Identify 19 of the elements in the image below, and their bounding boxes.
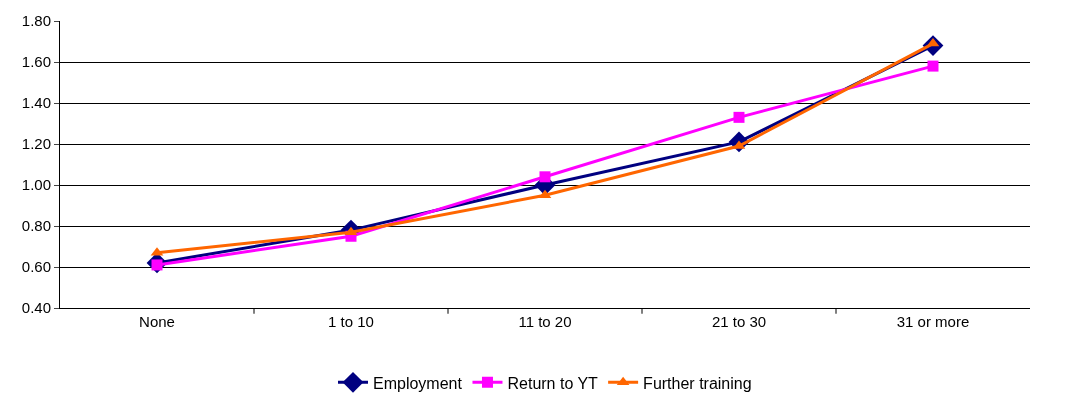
legend-label: Return to YT — [507, 374, 599, 392]
x-tick-label: 1 to 10 — [328, 313, 374, 330]
point — [539, 171, 551, 183]
y-tick-label: 1.40 — [21, 94, 51, 112]
y-tick-label: 1.80 — [21, 12, 51, 30]
y-tick-label: 0.80 — [21, 217, 51, 235]
point — [927, 60, 939, 72]
y-tick-label: 1.20 — [21, 135, 51, 153]
point — [733, 111, 745, 123]
y-tick-label: 0.40 — [21, 299, 51, 317]
x-tick-label: 21 to 30 — [711, 313, 767, 330]
legend-label: Further training — [643, 374, 752, 392]
y-tick-label: 1.60 — [21, 53, 51, 71]
y-tick-label: 0.60 — [21, 258, 51, 276]
x-tick-label: 11 to 20 — [518, 313, 572, 330]
x-tick-label: None — [139, 313, 175, 330]
x-tick-label: 31 or more — [896, 313, 970, 330]
y-tick-label: 1.00 — [21, 176, 51, 194]
legend-label: Employment — [373, 374, 463, 392]
